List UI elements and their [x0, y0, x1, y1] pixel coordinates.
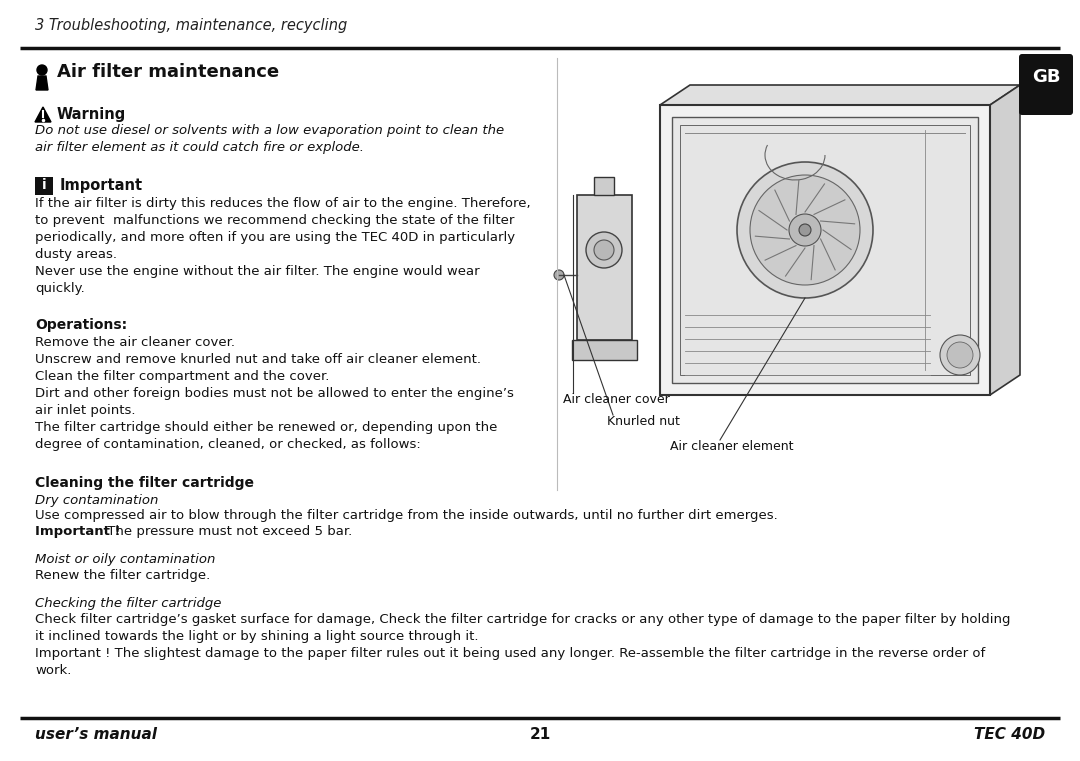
Text: 3 Troubleshooting, maintenance, recycling: 3 Troubleshooting, maintenance, recyclin… — [35, 18, 348, 33]
Polygon shape — [594, 177, 615, 195]
Text: i: i — [42, 178, 46, 192]
Polygon shape — [672, 117, 978, 383]
Text: Important !: Important ! — [35, 525, 121, 538]
Text: If the air filter is dirty this reduces the flow of air to the engine. Therefore: If the air filter is dirty this reduces … — [35, 197, 530, 295]
Circle shape — [789, 214, 821, 246]
Circle shape — [940, 335, 980, 375]
Polygon shape — [660, 105, 990, 395]
Text: Warning: Warning — [57, 107, 126, 122]
Circle shape — [586, 232, 622, 268]
Text: Check filter cartridge’s gasket surface for damage, Check the filter cartridge f: Check filter cartridge’s gasket surface … — [35, 613, 1011, 677]
Polygon shape — [680, 125, 970, 375]
Text: Use compressed air to blow through the filter cartridge from the inside outwards: Use compressed air to blow through the f… — [35, 509, 778, 522]
Text: 21: 21 — [529, 727, 551, 742]
Text: Air cleaner element: Air cleaner element — [670, 440, 794, 453]
Text: Important: Important — [60, 178, 144, 193]
Text: Remove the air cleaner cover.
Unscrew and remove knurled nut and take off air cl: Remove the air cleaner cover. Unscrew an… — [35, 336, 514, 451]
Polygon shape — [577, 195, 632, 340]
Circle shape — [737, 162, 873, 298]
Polygon shape — [572, 340, 637, 360]
Circle shape — [947, 342, 973, 368]
Polygon shape — [660, 85, 1020, 105]
Text: Air filter maintenance: Air filter maintenance — [57, 63, 279, 81]
Text: Air cleaner cover: Air cleaner cover — [563, 393, 670, 406]
Text: Moist or oily contamination: Moist or oily contamination — [35, 553, 215, 566]
Circle shape — [594, 240, 615, 260]
Text: GB: GB — [1031, 68, 1061, 86]
Polygon shape — [35, 107, 51, 122]
Text: Cleaning the filter cartridge: Cleaning the filter cartridge — [35, 476, 254, 490]
Text: Knurled nut: Knurled nut — [607, 415, 680, 428]
Polygon shape — [990, 85, 1020, 395]
FancyBboxPatch shape — [35, 177, 53, 195]
Text: Checking the filter cartridge: Checking the filter cartridge — [35, 597, 221, 610]
Circle shape — [37, 65, 48, 75]
Circle shape — [554, 270, 564, 280]
Text: Dry contamination: Dry contamination — [35, 494, 159, 507]
Text: The pressure must not exceed 5 bar.: The pressure must not exceed 5 bar. — [103, 525, 352, 538]
Text: Do not use diesel or solvents with a low evaporation point to clean the
air filt: Do not use diesel or solvents with a low… — [35, 124, 504, 154]
Text: Operations:: Operations: — [35, 318, 127, 332]
FancyBboxPatch shape — [1020, 54, 1074, 115]
Polygon shape — [36, 76, 48, 90]
Circle shape — [799, 224, 811, 236]
Text: Renew the filter cartridge.: Renew the filter cartridge. — [35, 569, 211, 582]
Text: TEC 40D: TEC 40D — [974, 727, 1045, 742]
Circle shape — [750, 175, 860, 285]
Text: user’s manual: user’s manual — [35, 727, 157, 742]
